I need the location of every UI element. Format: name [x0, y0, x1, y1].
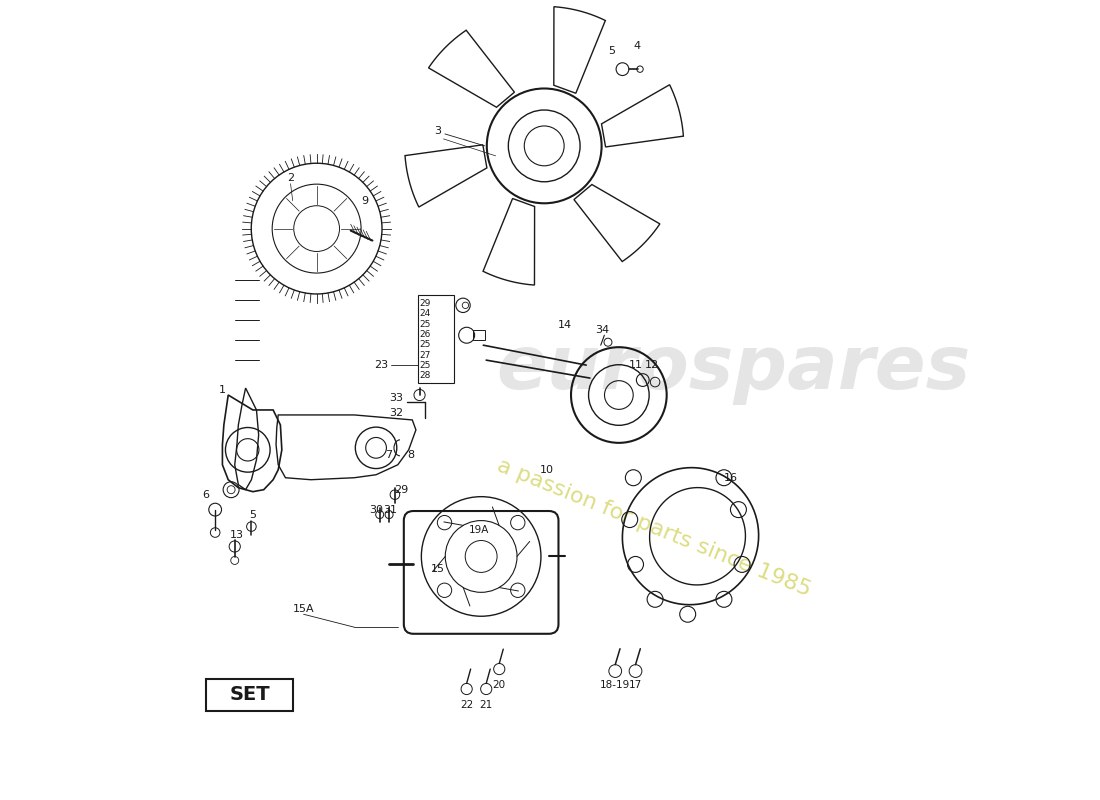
Bar	[418, 295, 454, 383]
Text: 25: 25	[420, 361, 431, 370]
Text: 20: 20	[493, 680, 506, 690]
Text: 13: 13	[230, 530, 244, 539]
Text: 33: 33	[389, 393, 404, 403]
Text: 31: 31	[384, 505, 397, 514]
Text: 5: 5	[250, 510, 256, 520]
Text: 26: 26	[420, 330, 431, 339]
Bar	[206, 679, 294, 711]
Text: 3: 3	[434, 126, 441, 136]
Text: 5: 5	[608, 46, 615, 56]
Text: 29: 29	[420, 299, 431, 308]
Text: 25: 25	[420, 340, 431, 350]
Text: eurospares: eurospares	[496, 332, 970, 405]
Text: 4: 4	[634, 42, 640, 51]
Text: 6: 6	[202, 490, 209, 500]
Text: 22: 22	[460, 700, 473, 710]
Text: 30: 30	[370, 505, 383, 514]
Text: 15: 15	[431, 565, 444, 574]
Text: 10: 10	[539, 465, 553, 474]
Text: a passion for parts since 1985: a passion for parts since 1985	[494, 455, 814, 600]
Text: 12: 12	[645, 360, 659, 370]
Text: 11: 11	[628, 360, 642, 370]
Text: 19A: 19A	[469, 525, 490, 534]
Text: 25: 25	[420, 319, 431, 329]
Text: 34: 34	[595, 326, 609, 335]
Text: 23: 23	[375, 360, 388, 370]
Text: 17: 17	[629, 681, 642, 690]
Text: 1: 1	[219, 385, 225, 395]
Text: 29: 29	[394, 485, 408, 494]
Text: 27: 27	[420, 350, 431, 360]
Text: 32: 32	[389, 408, 404, 418]
Text: 16: 16	[724, 473, 738, 482]
Text: 15A: 15A	[293, 604, 315, 614]
Text: 24: 24	[420, 310, 431, 318]
Text: 28: 28	[420, 371, 431, 380]
Text: 8: 8	[407, 450, 415, 460]
Bar	[473, 330, 485, 340]
Text: 21: 21	[480, 700, 493, 710]
Text: 2: 2	[287, 173, 294, 182]
Text: 7: 7	[385, 450, 393, 460]
Text: 9: 9	[362, 196, 369, 206]
Text: SET: SET	[229, 686, 270, 705]
Text: 18-19: 18-19	[601, 681, 630, 690]
Text: 14: 14	[558, 320, 572, 330]
